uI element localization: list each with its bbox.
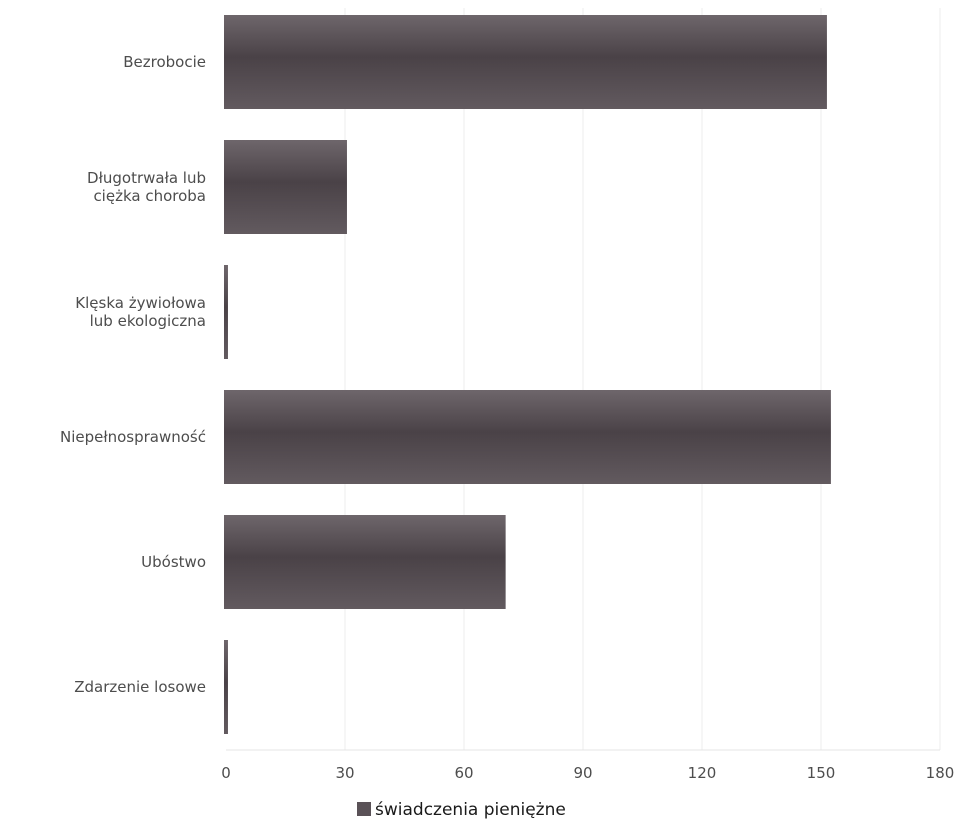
bar [224,390,831,484]
x-tick-label: 0 [221,764,231,782]
x-tick-label: 30 [335,764,354,782]
bar [224,640,228,734]
y-category-label: Bezrobocie [123,53,206,71]
x-tick-label: 90 [573,764,592,782]
legend-label: świadczenia pieniężne [375,800,566,820]
x-tick-label: 150 [807,764,836,782]
y-category-label: Zdarzenie losowe [74,678,206,696]
x-tick-label: 60 [454,764,473,782]
bar [224,515,506,609]
bar [224,15,827,109]
legend-swatch [357,802,371,816]
y-category-label: Klęska żywiołowa lub ekologiczna [75,294,206,330]
bar [224,265,228,359]
bar [224,140,347,234]
bars [224,15,831,734]
y-category-label: Długotrwała lub ciężka choroba [87,169,206,205]
x-tick-label: 180 [926,764,955,782]
grid [226,8,941,751]
x-tick-label: 120 [688,764,717,782]
y-category-label: Ubóstwo [141,553,206,571]
legend: świadczenia pieniężne [357,800,566,820]
y-category-label: Niepełnosprawność [60,428,206,446]
value-axis: 0 30 60 90 120 150 180 [221,764,954,782]
category-axis: Bezrobocie Długotrwała lub ciężka choroba K… [60,53,206,696]
